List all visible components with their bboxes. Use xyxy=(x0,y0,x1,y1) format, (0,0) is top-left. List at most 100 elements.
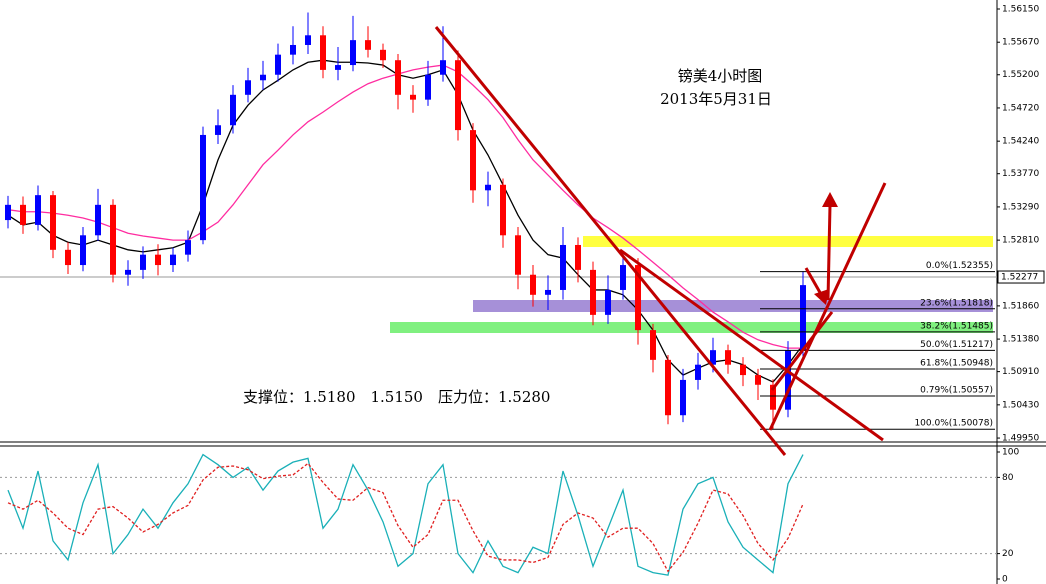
candle-body xyxy=(425,74,431,100)
candle-body xyxy=(5,204,11,221)
trend-line xyxy=(770,311,834,391)
trend-line xyxy=(619,248,884,442)
candle-body xyxy=(725,350,731,365)
support-band xyxy=(473,300,993,312)
trend-line xyxy=(768,182,887,431)
candle-body xyxy=(230,94,236,126)
candle-body xyxy=(275,54,281,75)
y-tick-label: 20 xyxy=(1002,549,1014,559)
chart-title: 镑美4小时图 xyxy=(678,67,763,85)
y-tick-label: 100 xyxy=(1002,448,1019,458)
candle-body xyxy=(20,204,26,225)
y-tick-label: 1.51860 xyxy=(1002,301,1039,311)
y-tick-label: 1.52810 xyxy=(1002,236,1039,246)
y-tick-label: 1.54720 xyxy=(1002,103,1039,113)
candle-body xyxy=(440,60,446,75)
fib-label: 23.6%(1.51818) xyxy=(920,298,993,308)
indicator-line xyxy=(7,462,804,573)
last-price-label: 1.52277 xyxy=(1001,273,1038,283)
candle-body xyxy=(785,350,791,410)
fib-label: 50.0%(1.51217) xyxy=(920,340,993,350)
indicator-line xyxy=(7,453,804,576)
trend-line xyxy=(434,26,787,456)
candle-body xyxy=(215,125,221,135)
candle-body xyxy=(770,384,776,410)
candle-body xyxy=(50,195,56,250)
candle-body xyxy=(530,274,536,295)
candle-body xyxy=(665,359,671,416)
candle-body xyxy=(290,44,296,55)
candle-body xyxy=(695,364,701,380)
y-tick-label: 1.53770 xyxy=(1002,169,1039,179)
chart-subtitle: 2013年5月31日 xyxy=(660,90,772,108)
candle-body xyxy=(320,35,326,70)
candle-body xyxy=(95,204,101,236)
candle-body xyxy=(335,65,341,70)
arrow xyxy=(826,204,832,301)
arrow xyxy=(804,267,824,297)
last-price-box xyxy=(997,270,1045,284)
drawings xyxy=(434,26,887,456)
support-band xyxy=(390,322,993,333)
candle-body xyxy=(260,74,266,81)
candle-body xyxy=(485,184,491,191)
candle-body xyxy=(35,195,41,225)
candle-body xyxy=(455,60,461,131)
candle-body xyxy=(680,379,686,416)
fib-label: 100.0%(1.50078) xyxy=(914,419,993,429)
candle-body xyxy=(140,254,146,270)
candle-body xyxy=(365,40,371,50)
fib-label: 0.0%(1.52355) xyxy=(926,261,993,271)
fib-label: 61.8%(1.50948) xyxy=(920,358,993,368)
y-tick-label: 1.51380 xyxy=(1002,335,1039,345)
candle-body xyxy=(395,60,401,95)
candle-body xyxy=(545,289,551,295)
candle-body xyxy=(515,235,521,275)
candle-body xyxy=(755,375,761,385)
candle-body xyxy=(740,364,746,376)
candle-body xyxy=(635,265,641,331)
candle-body xyxy=(110,204,116,275)
candle-body xyxy=(155,254,161,266)
y-tick-label: 1.56150 xyxy=(1002,4,1039,14)
indicator-line xyxy=(7,64,803,349)
candle-body xyxy=(710,350,716,365)
candle-body xyxy=(575,244,581,270)
candle-body xyxy=(245,80,251,95)
resistance-band xyxy=(583,236,993,247)
candle-body xyxy=(500,184,506,236)
candle-body xyxy=(800,285,806,351)
candle-body xyxy=(305,35,311,45)
candle-body xyxy=(620,265,626,290)
y-tick-label: 1.49950 xyxy=(1002,434,1039,444)
candle-body xyxy=(590,269,596,315)
candle-body xyxy=(470,130,476,191)
candle-body xyxy=(350,40,356,66)
fib-label: 38.2%(1.51485) xyxy=(920,321,993,331)
candle-body xyxy=(65,249,71,266)
candle-body xyxy=(170,254,176,266)
candle-body xyxy=(605,289,611,315)
y-tick-label: 1.54240 xyxy=(1002,137,1039,147)
arrow-head xyxy=(814,289,829,305)
y-tick-label: 1.53290 xyxy=(1002,202,1039,212)
y-tick-label: 1.55670 xyxy=(1002,38,1039,48)
candle-body xyxy=(80,235,86,266)
fib-label: 0.79%(1.50557) xyxy=(920,386,993,396)
y-tick-label: 1.55200 xyxy=(1002,70,1039,80)
candle-body xyxy=(380,49,386,61)
candle-body xyxy=(200,134,206,241)
candle-body xyxy=(560,244,566,290)
y-tick-label: 1.50430 xyxy=(1002,400,1039,410)
annotation: 支撑位：1.5180 1.5150 压力位：1.5280 xyxy=(243,388,550,406)
candle-body xyxy=(410,94,416,100)
y-tick-label: 80 xyxy=(1002,473,1014,483)
candle-body xyxy=(185,240,191,255)
candle-body xyxy=(650,330,656,360)
candle-body xyxy=(125,269,131,275)
arrow-head xyxy=(822,192,838,207)
y-tick-label: 1.50910 xyxy=(1002,367,1039,377)
y-tick-label: 0 xyxy=(1002,575,1008,584)
